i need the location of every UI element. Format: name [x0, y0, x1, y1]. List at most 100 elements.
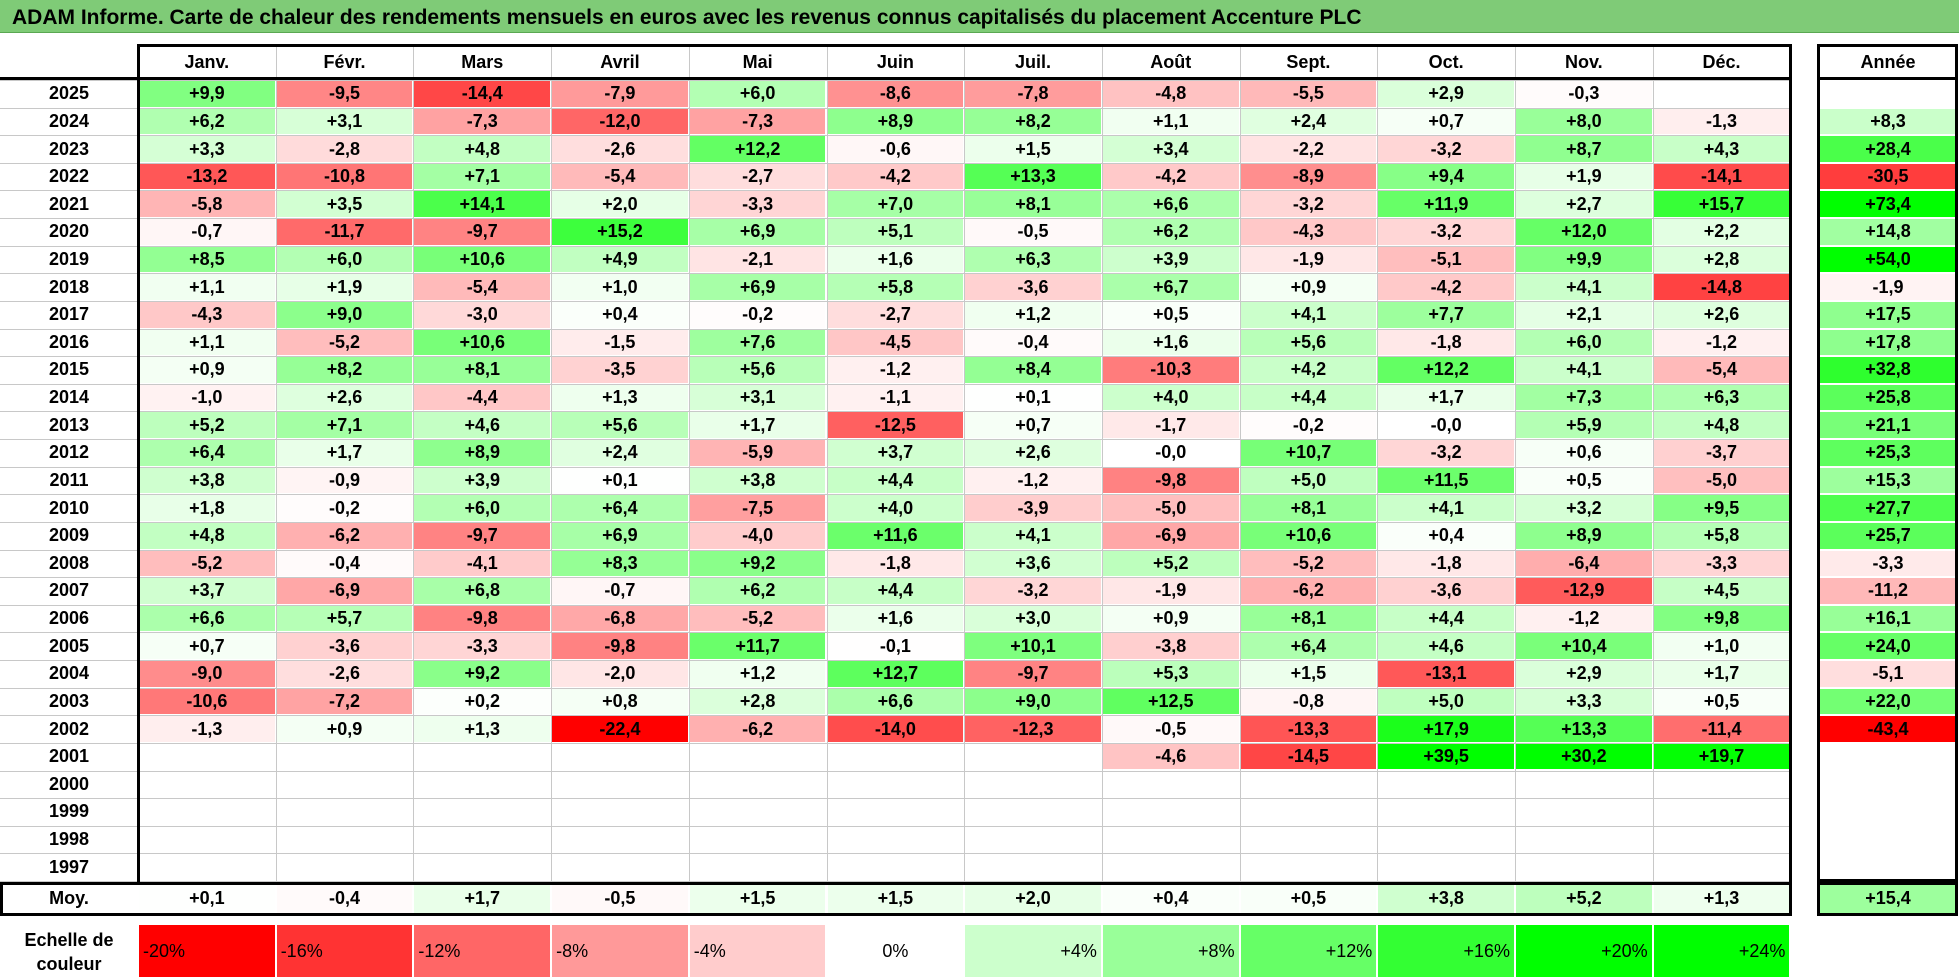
month-cell: -11,4 [1653, 716, 1790, 742]
month-cell: +2,7 [1516, 191, 1652, 218]
month-cell: +1,6 [1102, 329, 1239, 356]
row-gridline [0, 273, 1791, 275]
average-cell: +5,2 [1516, 884, 1652, 913]
month-cell: -0,7 [139, 219, 275, 245]
column-gridline [551, 46, 553, 881]
month-cell: +2,4 [552, 440, 688, 466]
month-cell: -0,6 [827, 136, 964, 162]
row-gridline [0, 770, 1791, 772]
month-cell: -0,9 [276, 467, 413, 494]
month-cell: +3,1 [689, 384, 826, 411]
annual-cell: +32,8 [1820, 357, 1956, 383]
month-cell: +7,0 [827, 191, 964, 218]
month-cell: +2,9 [1516, 661, 1652, 687]
month-cell: +5,8 [1653, 522, 1790, 549]
annual-cell: -11,2 [1820, 578, 1956, 604]
month-cell: +4,1 [1516, 274, 1652, 300]
month-cell: -1,7 [1102, 412, 1239, 439]
month-cell: +4,4 [1240, 384, 1377, 411]
month-cell: -5,2 [139, 550, 275, 577]
row-gridline [0, 135, 1791, 137]
annual-cell: +14,8 [1820, 219, 1956, 245]
annual-cell: +25,3 [1820, 440, 1956, 466]
month-cell: +6,0 [414, 495, 551, 521]
month-cell: +12,7 [827, 661, 964, 687]
month-cell: +4,4 [827, 467, 964, 494]
month-cell: +6,8 [414, 578, 551, 604]
month-header: Avril [600, 51, 640, 72]
month-cell: +7,3 [1516, 384, 1652, 411]
annual-cell [1820, 81, 1956, 107]
month-cell: -0,4 [276, 550, 413, 577]
month-cell: +8,0 [1516, 108, 1652, 135]
average-cell: +1,7 [414, 884, 551, 913]
month-cell: -6,4 [1516, 550, 1652, 577]
month-cell [689, 854, 826, 880]
month-cell: -9,8 [1102, 467, 1239, 494]
month-cell: +1,1 [1102, 108, 1239, 135]
month-cell [965, 854, 1101, 880]
month-cell: -14,0 [827, 716, 964, 742]
column-gridline [275, 46, 277, 881]
year-label: 2003 [48, 690, 90, 711]
month-cell: -7,2 [276, 688, 413, 715]
month-cell: -6,2 [689, 716, 826, 742]
month-cell: +8,4 [965, 357, 1101, 383]
month-cell: +6,2 [689, 578, 826, 604]
month-cell: -4,2 [1102, 163, 1239, 190]
month-cell: -0,5 [965, 219, 1101, 245]
month-cell: +1,3 [414, 716, 551, 742]
month-cell: +6,0 [689, 81, 826, 107]
month-cell: +6,0 [276, 246, 413, 273]
month-cell: +4,6 [414, 412, 551, 439]
month-cell [1240, 826, 1377, 853]
month-cell: -0,2 [689, 301, 826, 328]
column-gridline [826, 46, 828, 881]
month-cell: -3,3 [414, 633, 551, 659]
month-cell [1102, 799, 1239, 825]
row-gridline [0, 300, 1791, 302]
row-gridline [0, 190, 1791, 192]
month-cell: +1,7 [689, 412, 826, 439]
month-cell [1378, 826, 1514, 853]
month-cell: -3,6 [276, 633, 413, 659]
row-gridline [0, 632, 1791, 634]
year-label: 2014 [48, 387, 90, 408]
month-header: Juil. [1015, 51, 1052, 72]
month-cell [552, 799, 688, 825]
month-cell: +0,7 [1378, 108, 1514, 135]
average-cell: -0,4 [276, 884, 413, 913]
color-scale-step: -12% [414, 925, 551, 977]
month-cell: +10,1 [965, 633, 1101, 659]
year-label: 2023 [48, 138, 90, 159]
month-cell: +0,5 [1516, 467, 1652, 494]
month-cell: +0,2 [414, 688, 551, 715]
month-cell [276, 826, 413, 853]
month-cell: -2,6 [276, 661, 413, 687]
month-cell: -0,8 [1240, 688, 1377, 715]
month-cell: +8,2 [965, 108, 1101, 135]
month-cell: +6,4 [139, 440, 275, 466]
month-cell: -3,2 [1378, 440, 1514, 466]
year-label: 2015 [48, 359, 90, 380]
year-label: 2005 [48, 635, 90, 656]
month-cell: -12,0 [552, 108, 688, 135]
annual-cell: +25,8 [1820, 384, 1956, 411]
row-gridline [0, 798, 1791, 800]
row-gridline [0, 107, 1791, 109]
month-cell: +0,6 [1516, 440, 1652, 466]
month-cell: +1,8 [139, 495, 275, 521]
month-cell: +5,3 [1102, 661, 1239, 687]
month-cell: -22,4 [552, 716, 688, 742]
annual-cell: +24,0 [1820, 633, 1956, 659]
annual-cell [1820, 771, 1956, 798]
month-cell: +3,8 [139, 467, 275, 494]
month-cell: -5,0 [1653, 467, 1790, 494]
month-cell: -4,5 [827, 329, 964, 356]
month-header: Nov. [1565, 51, 1603, 72]
month-cell: +4,1 [1516, 357, 1652, 383]
row-gridline [0, 521, 1791, 523]
month-cell: +2,0 [552, 191, 688, 218]
month-cell: -13,2 [139, 163, 275, 190]
month-cell: +4,8 [1653, 412, 1790, 439]
